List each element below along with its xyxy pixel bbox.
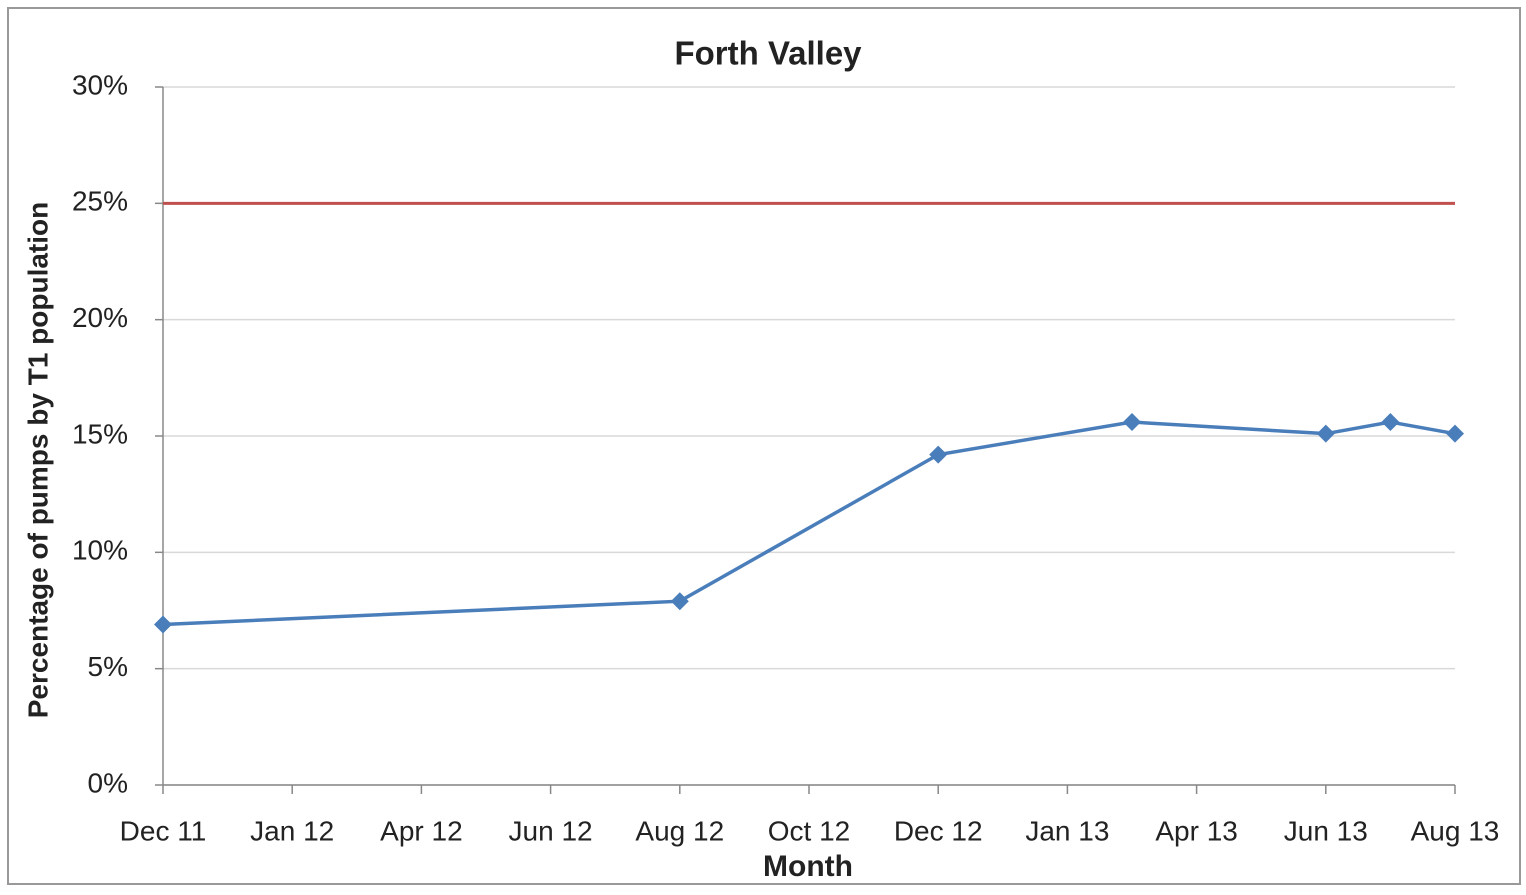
y-tick-label: 15% bbox=[72, 418, 128, 449]
data-marker bbox=[929, 445, 948, 464]
x-tick-label: Aug 12 bbox=[635, 815, 724, 846]
x-tick-label: Jan 13 bbox=[1025, 815, 1109, 846]
x-tick-label: Aug 13 bbox=[1411, 815, 1500, 846]
y-tick-label: 25% bbox=[72, 186, 128, 217]
y-tick-label: 30% bbox=[72, 69, 128, 100]
x-tick-label: Dec 12 bbox=[894, 815, 983, 846]
data-marker bbox=[1446, 424, 1464, 443]
x-tick-label: Oct 12 bbox=[768, 815, 850, 846]
data-marker bbox=[1123, 413, 1141, 432]
y-tick-label: 20% bbox=[72, 302, 128, 333]
x-tick-label: Jan 12 bbox=[250, 815, 334, 846]
x-tick-label: Jun 13 bbox=[1284, 815, 1368, 846]
x-axis-label: Month bbox=[763, 850, 853, 883]
chart-title: Forth Valley bbox=[674, 35, 862, 72]
y-axis-label: Percentage of pumps by T1 population bbox=[22, 202, 53, 719]
x-tick-label: Jun 12 bbox=[509, 815, 593, 846]
y-tick-label: 0% bbox=[88, 767, 128, 798]
data-marker bbox=[1316, 424, 1335, 443]
data-marker bbox=[670, 592, 689, 611]
x-tick-label: Apr 13 bbox=[1155, 815, 1238, 846]
chart-frame bbox=[7, 7, 1521, 885]
y-tick-label: 5% bbox=[88, 651, 128, 682]
data-marker bbox=[154, 615, 172, 634]
data-marker bbox=[1381, 413, 1400, 432]
y-tick-label: 10% bbox=[72, 535, 128, 566]
x-tick-label: Dec 11 bbox=[120, 815, 207, 846]
x-tick-label: Apr 12 bbox=[380, 815, 463, 846]
